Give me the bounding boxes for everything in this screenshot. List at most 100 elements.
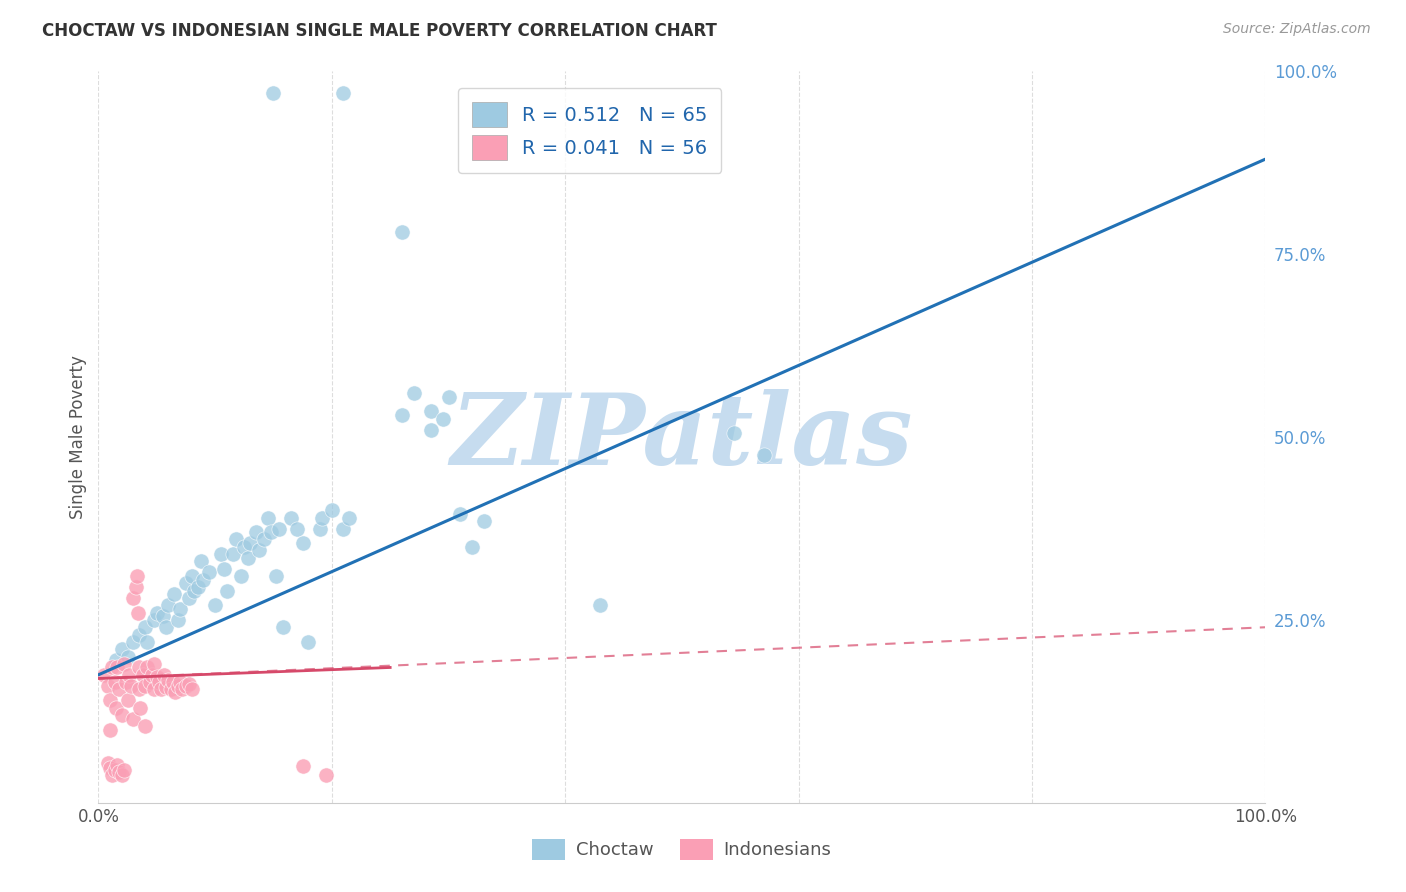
Point [432, 412, 454, 426]
Point [143, 682, 166, 697]
Point [169, 602, 191, 616]
Point [141, 667, 163, 681]
Point [332, 521, 354, 535]
Point [179, 677, 201, 691]
Point [269, 521, 291, 535]
Point [229, 569, 252, 583]
Point [125, 580, 148, 594]
Point [472, 514, 495, 528]
Point [97, 756, 120, 770]
Point [174, 576, 197, 591]
Point [723, 426, 745, 441]
Point [136, 660, 159, 674]
Point [449, 507, 471, 521]
Point [129, 700, 152, 714]
Point [148, 675, 170, 690]
Point [332, 87, 354, 101]
Point [420, 423, 443, 437]
Point [204, 599, 226, 613]
Point [104, 700, 127, 714]
Point [134, 719, 156, 733]
Point [190, 554, 212, 568]
Point [136, 635, 159, 649]
Point [285, 521, 308, 535]
Point [128, 627, 150, 641]
Point [180, 569, 202, 583]
Y-axis label: Single Male Poverty: Single Male Poverty [69, 355, 87, 519]
Text: CHOCTAW VS INDONESIAN SINGLE MALE POVERTY CORRELATION CHART: CHOCTAW VS INDONESIAN SINGLE MALE POVERT… [42, 22, 717, 40]
Text: ZIPatlas: ZIPatlas [451, 389, 912, 485]
Point [98, 761, 121, 775]
Point [233, 540, 256, 554]
Point [461, 540, 484, 554]
Point [179, 591, 201, 605]
Point [152, 609, 174, 624]
Point [402, 386, 425, 401]
Point [260, 525, 283, 540]
Point [166, 679, 188, 693]
Point [157, 673, 180, 687]
Point [101, 768, 124, 782]
Point [174, 679, 197, 693]
Point [214, 562, 236, 576]
Point [752, 449, 775, 463]
Point [120, 679, 142, 693]
Point [391, 408, 413, 422]
Point [187, 580, 209, 594]
Point [162, 675, 184, 690]
Point [337, 510, 360, 524]
Point [125, 569, 148, 583]
Point [157, 599, 180, 613]
Point [139, 675, 162, 690]
Point [163, 587, 186, 601]
Point [165, 684, 187, 698]
Point [249, 543, 271, 558]
Point [253, 533, 276, 547]
Point [101, 660, 124, 674]
Point [117, 649, 139, 664]
Point [309, 521, 332, 535]
Point [150, 682, 173, 697]
Point [169, 675, 191, 690]
Point [111, 768, 134, 782]
Point [297, 635, 319, 649]
Point [437, 390, 460, 404]
Point [315, 768, 337, 782]
Point [291, 536, 314, 550]
Point [98, 693, 121, 707]
Point [391, 225, 413, 239]
Point [198, 566, 221, 580]
Point [155, 620, 177, 634]
Point [118, 667, 141, 681]
Point [221, 547, 243, 561]
Point [134, 620, 156, 634]
Point [172, 682, 194, 697]
Point [321, 503, 343, 517]
Point [128, 660, 150, 674]
Point [134, 679, 156, 693]
Point [127, 606, 149, 620]
Point [108, 682, 131, 697]
Point [104, 763, 127, 777]
Point [291, 759, 314, 773]
Point [112, 657, 135, 671]
Point [183, 583, 205, 598]
Point [239, 536, 262, 550]
Point [93, 667, 115, 681]
Point [108, 765, 131, 780]
Point [98, 723, 121, 737]
Point [256, 510, 278, 524]
Point [112, 763, 135, 777]
Point [104, 653, 127, 667]
Point [143, 657, 166, 671]
Point [166, 613, 188, 627]
Point [122, 591, 145, 605]
Point [236, 550, 259, 565]
Point [280, 510, 302, 524]
Point [245, 525, 267, 540]
Point [97, 679, 120, 693]
Point [117, 693, 139, 707]
Point [122, 635, 145, 649]
Point [104, 675, 127, 690]
Point [146, 606, 169, 620]
